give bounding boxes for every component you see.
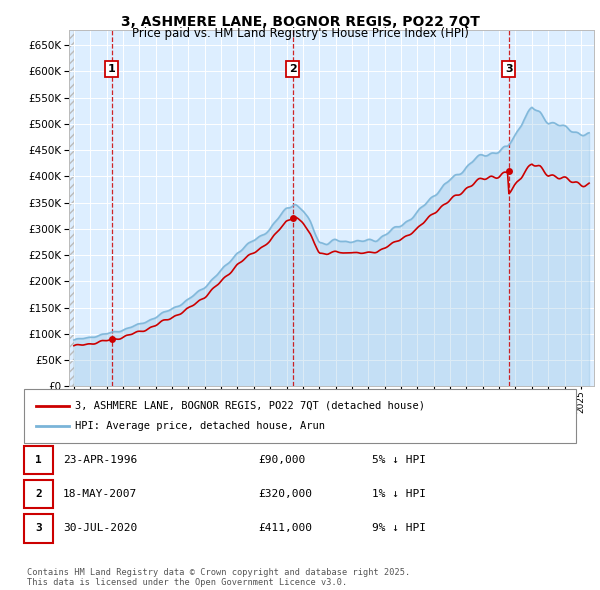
Text: 1% ↓ HPI: 1% ↓ HPI [372, 489, 426, 499]
Text: 3, ASHMERE LANE, BOGNOR REGIS, PO22 7QT (detached house): 3, ASHMERE LANE, BOGNOR REGIS, PO22 7QT … [75, 401, 425, 411]
Text: 18-MAY-2007: 18-MAY-2007 [63, 489, 137, 499]
Text: 30-JUL-2020: 30-JUL-2020 [63, 523, 137, 533]
Text: 2: 2 [289, 64, 296, 74]
Text: 3: 3 [35, 523, 42, 533]
Text: 3, ASHMERE LANE, BOGNOR REGIS, PO22 7QT: 3, ASHMERE LANE, BOGNOR REGIS, PO22 7QT [121, 15, 479, 29]
Text: 3: 3 [505, 64, 512, 74]
Text: 5% ↓ HPI: 5% ↓ HPI [372, 455, 426, 465]
Text: £411,000: £411,000 [258, 523, 312, 533]
Text: 1: 1 [108, 64, 116, 74]
Text: 23-APR-1996: 23-APR-1996 [63, 455, 137, 465]
Text: Contains HM Land Registry data © Crown copyright and database right 2025.
This d: Contains HM Land Registry data © Crown c… [27, 568, 410, 587]
Text: 1: 1 [35, 455, 42, 465]
Text: £90,000: £90,000 [258, 455, 305, 465]
Text: 9% ↓ HPI: 9% ↓ HPI [372, 523, 426, 533]
Text: HPI: Average price, detached house, Arun: HPI: Average price, detached house, Arun [75, 421, 325, 431]
Text: Price paid vs. HM Land Registry's House Price Index (HPI): Price paid vs. HM Land Registry's House … [131, 27, 469, 40]
Text: £320,000: £320,000 [258, 489, 312, 499]
Text: 2: 2 [35, 489, 42, 499]
